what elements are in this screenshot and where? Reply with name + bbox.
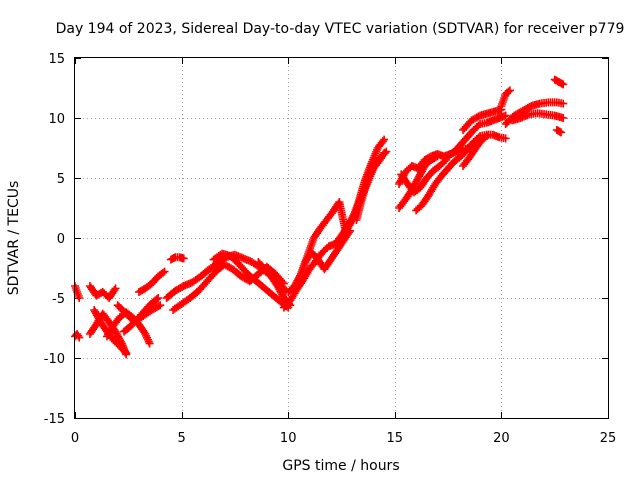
x-tick-labels: 0 5 10 15 20 25: [71, 431, 616, 446]
x-axis-label: GPS time / hours: [282, 458, 399, 474]
x-tick-label: 10: [280, 431, 297, 446]
series-trace-26: [497, 86, 514, 110]
data-point: [559, 99, 568, 108]
y-tick-label: 0: [57, 232, 65, 247]
y-tick-labels: -15 -10 -5 0 5 10 15: [44, 52, 65, 427]
y-tick-label: -15: [44, 412, 65, 427]
y-tick-label: 10: [48, 112, 65, 127]
data-point: [440, 157, 449, 166]
data-points: [71, 75, 568, 359]
data-point: [559, 114, 568, 122]
data-point: [378, 137, 387, 146]
data-point: [278, 278, 287, 286]
series-trace-30: [552, 126, 566, 137]
data-point: [111, 284, 120, 293]
axis-ticks: [75, 58, 609, 419]
data-point: [501, 111, 510, 120]
data-point: [484, 130, 493, 139]
data-point: [145, 339, 154, 348]
data-point: [501, 134, 510, 143]
data-point: [156, 301, 165, 310]
y-tick-label: 15: [48, 52, 65, 67]
data-point: [380, 149, 389, 158]
series-trace-8: [120, 294, 163, 336]
plot-frame: [74, 57, 609, 419]
series-trace-17: [294, 226, 355, 284]
y-tick-label: -10: [44, 352, 65, 367]
data-point: [75, 294, 84, 302]
data-point: [74, 331, 83, 340]
data-point: [344, 228, 353, 237]
x-tick-label: 0: [71, 431, 79, 446]
series-trace-21: [397, 156, 450, 197]
data-point: [154, 294, 163, 302]
data-point: [557, 128, 566, 137]
series-trace-22: [412, 130, 510, 215]
data-point: [433, 152, 442, 161]
x-tick-label: 5: [177, 431, 185, 446]
series-trace-24: [459, 130, 493, 170]
series-trace-2: [71, 330, 84, 342]
data-point: [110, 286, 119, 294]
series-trace-23: [444, 111, 510, 161]
data-point: [380, 135, 389, 144]
y-axis-label: SDTVAR / TECUs: [6, 181, 22, 296]
data-point: [154, 302, 163, 311]
series-trace-3: [85, 282, 120, 302]
data-point: [504, 87, 513, 96]
series-trace-25: [459, 105, 506, 134]
series-trace-10: [166, 253, 188, 264]
data-point: [483, 132, 492, 140]
series-trace-28: [508, 109, 568, 125]
x-tick-label: 20: [493, 431, 510, 446]
y-tick-label: -5: [52, 292, 65, 307]
data-point: [152, 295, 161, 304]
data-point: [75, 333, 84, 342]
series-trace-20: [395, 152, 442, 212]
chart-title: Day 194 of 2023, Sidereal Day-to-day VTE…: [56, 21, 625, 37]
y-tick-label: 5: [57, 172, 65, 187]
data-point: [505, 86, 514, 95]
series-trace-29: [550, 75, 568, 89]
data-point: [158, 268, 167, 277]
data-point: [160, 267, 169, 276]
x-tick-label: 15: [387, 431, 404, 446]
data-point: [179, 254, 188, 263]
data-point: [122, 349, 131, 358]
data-point: [431, 153, 440, 162]
data-point: [347, 217, 356, 226]
series-trace-1: [71, 282, 84, 302]
data-point: [382, 147, 391, 156]
data-point: [346, 226, 355, 235]
data-point: [559, 80, 568, 89]
x-tick-label: 25: [600, 431, 617, 446]
data-point: [120, 347, 129, 356]
series-trace-18: [352, 147, 391, 224]
data-point: [279, 279, 288, 288]
series-trace-9: [134, 267, 169, 296]
